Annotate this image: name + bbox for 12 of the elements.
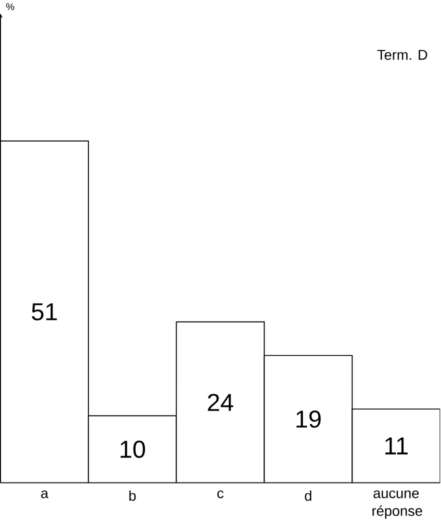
data-label: 10 — [120, 440, 146, 458]
x-tick-label: c — [218, 490, 224, 498]
x-tick-label: a — [41, 490, 49, 498]
data-label: 11 — [386, 438, 408, 454]
y-axis-title: % — [6, 3, 14, 10]
x-tick-label: d — [305, 490, 312, 501]
x-tick-label: b — [130, 490, 136, 501]
data-label: 51 — [32, 303, 58, 320]
data-label: 24 — [208, 394, 234, 411]
data-label: 19 — [296, 410, 321, 428]
x-tick-label: aucune réponse — [372, 490, 422, 519]
annotation: Term. D — [377, 50, 428, 60]
